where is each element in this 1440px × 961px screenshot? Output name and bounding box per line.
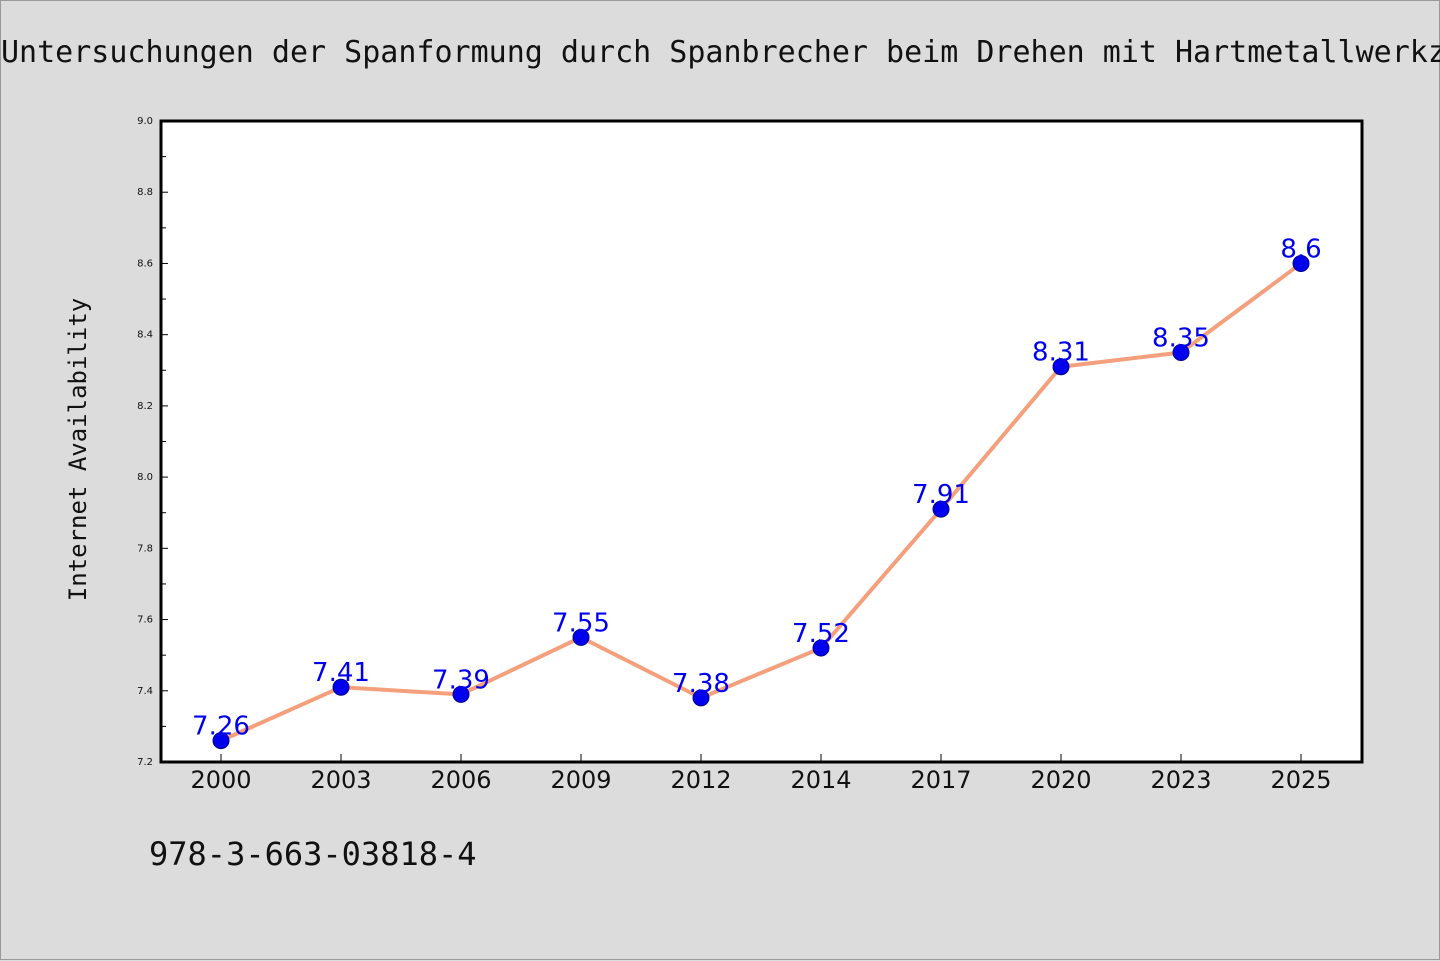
data-label: 8.6 (1280, 234, 1321, 264)
data-label: 7.91 (912, 480, 970, 510)
data-point (932, 500, 950, 518)
x-tick-label: 2000 (190, 766, 251, 794)
plot-area (159, 119, 1364, 764)
data-point (692, 689, 710, 707)
data-point (1172, 343, 1190, 361)
y-tick-label: 8.6 (137, 258, 153, 269)
y-tick-label: 7.6 (137, 615, 153, 626)
y-tick-label: 8.8 (137, 187, 153, 198)
x-tick-label: 2003 (310, 766, 371, 794)
series-layer (212, 254, 1310, 750)
data-label: 7.26 (192, 712, 250, 742)
series-line (219, 261, 1303, 743)
y-axis: 7.2 7.4 7.6 7.8 8.0 8.2 8.4 8.6 8.8 9.0 (137, 116, 168, 768)
y-tick-label: 8.0 (137, 472, 153, 483)
y-axis-label: Internet Availability (64, 298, 92, 601)
data-label: 7.38 (672, 669, 730, 699)
footnote-isbn: 978-3-663-03818-4 (149, 835, 477, 873)
y-tick-label: 7.2 (137, 757, 153, 768)
data-point (452, 685, 470, 703)
x-tick-label: 2020 (1030, 766, 1091, 794)
data-point (212, 732, 230, 750)
data-label: 7.52 (792, 619, 850, 649)
y-tick-label: 8.2 (137, 401, 153, 412)
x-tick-label: 2017 (910, 766, 971, 794)
y-tick-label: 7.8 (137, 543, 153, 554)
data-label: 8.35 (1152, 323, 1210, 353)
x-tick-label: 2025 (1270, 766, 1331, 794)
x-axis: 2000 2003 2006 2009 2012 2014 2017 2020 2023 2025 (190, 754, 1332, 794)
data-label: 8.31 (1032, 338, 1090, 368)
x-tick-label: 2006 (430, 766, 491, 794)
data-label: 7.55 (552, 608, 610, 638)
data-point (812, 639, 830, 657)
data-point (332, 678, 350, 696)
y-tick-label: 8.4 (137, 330, 153, 341)
x-tick-label: 2014 (790, 766, 851, 794)
data-point (1052, 358, 1070, 376)
y-tick-label: 7.4 (137, 686, 153, 697)
x-tick-label: 2009 (550, 766, 611, 794)
chart-title: Untersuchungen der Spanformung durch Spa… (1, 35, 1440, 70)
data-labels: 7.26 7.41 7.39 7.55 7.38 7.52 7.91 8.31 8.35 8.6 (192, 234, 1322, 741)
x-tick-label: 2012 (670, 766, 731, 794)
data-point (1292, 254, 1310, 272)
y-tick-label: 9.0 (137, 116, 153, 127)
data-label: 7.39 (432, 665, 490, 695)
data-point (572, 628, 590, 646)
x-tick-label: 2023 (1150, 766, 1211, 794)
data-label: 7.41 (312, 658, 370, 688)
